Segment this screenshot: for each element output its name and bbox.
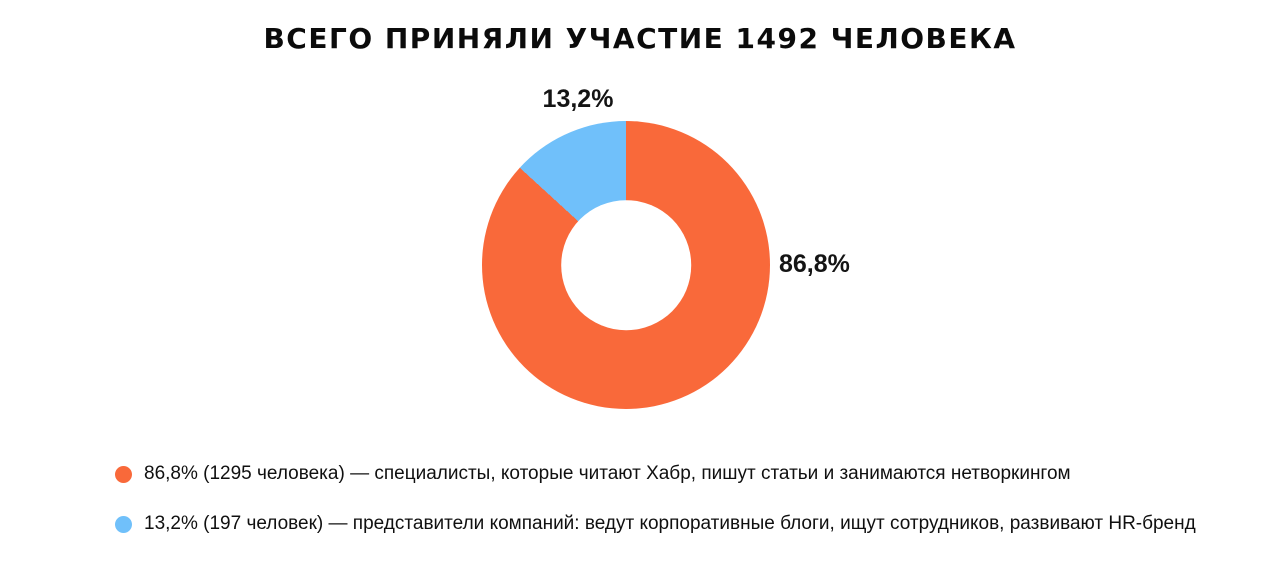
donut-chart [482, 121, 770, 409]
legend-item-companies: 13,2% (197 человек) — представители комп… [115, 514, 1196, 534]
slice-label-companies: 13,2% [542, 85, 614, 113]
legend-item-specialists: 86,8% (1295 человека) — специалисты, кот… [115, 464, 1196, 484]
legend-label-companies: 13,2% (197 человек) — представители комп… [144, 513, 1196, 534]
legend-swatch-specialists [115, 465, 132, 483]
donut-hole [561, 200, 691, 330]
slice-label-specialists: 86,8% [779, 250, 850, 278]
chart-title: ВСЕГО ПРИНЯЛИ УЧАСТИЕ 1492 ЧЕЛОВЕКА [263, 22, 1017, 55]
legend: 86,8% (1295 человека) — специалисты, кот… [115, 464, 1196, 564]
legend-swatch-companies [115, 515, 132, 533]
legend-label-specialists: 86,8% (1295 человека) — специалисты, кот… [144, 463, 1071, 484]
